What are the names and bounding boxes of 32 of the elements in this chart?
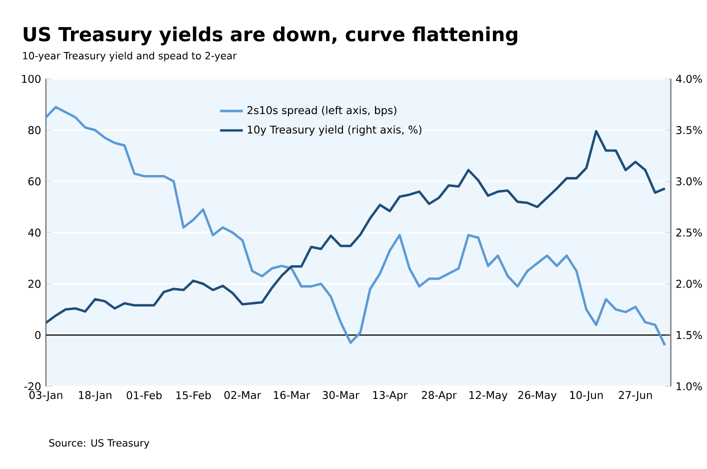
y2-tick-label: 3.5% [676, 126, 702, 134]
x-tick-label: 18-Jan [79, 390, 112, 401]
x-tick-label: 16-Mar [274, 390, 310, 399]
y2-tick-label: 2.0% [676, 280, 702, 288]
legend-label: 10y Treasury yield (right axis, %) [248, 125, 422, 136]
x-tick-label: 03-Jan [29, 390, 62, 401]
legend-label: 2s10s spread (left axis, bps) [247, 106, 396, 116]
x-tick-label: 13-Apr [373, 390, 408, 402]
chart-title: US Treasury yields are down, curve flattening [24, 26, 518, 46]
x-tick-label: 12-May [470, 390, 508, 402]
x-tick-label: 27-Jun [618, 390, 652, 401]
y2-tick-label: 3.0% [676, 177, 702, 186]
y-tick-label: 0 [35, 330, 41, 340]
y2-tick-label: 1.5% [676, 330, 702, 340]
x-tick-label: 01-Feb [126, 390, 162, 400]
y2-tick-label: 2.5% [676, 228, 702, 237]
chart-subtitle: 10-year Treasury yield and spead to 2-year [23, 52, 237, 62]
y-tick-label: 100 [22, 74, 41, 83]
x-tick-label: 10-Jun [570, 390, 603, 401]
source-note: Source: US Treasury [49, 439, 150, 449]
x-tick-label: 15-Feb [176, 390, 211, 400]
y-tick-label: 80 [28, 126, 41, 134]
y-tick-label: -20 [24, 382, 41, 390]
x-tick-label: 26-May [518, 390, 557, 402]
y-tick-label: 60 [28, 177, 41, 186]
y-tick-label: 40 [28, 228, 41, 237]
x-tick-label: 02-Mar [224, 390, 262, 399]
y-tick-label: 20 [28, 280, 41, 288]
y2-tick-label: 4.0% [676, 74, 702, 83]
x-tick-label: 28-Apr [422, 390, 457, 402]
x-tick-label: 30-Mar [322, 390, 360, 399]
y2-tick-label: 1.0% [676, 382, 702, 390]
